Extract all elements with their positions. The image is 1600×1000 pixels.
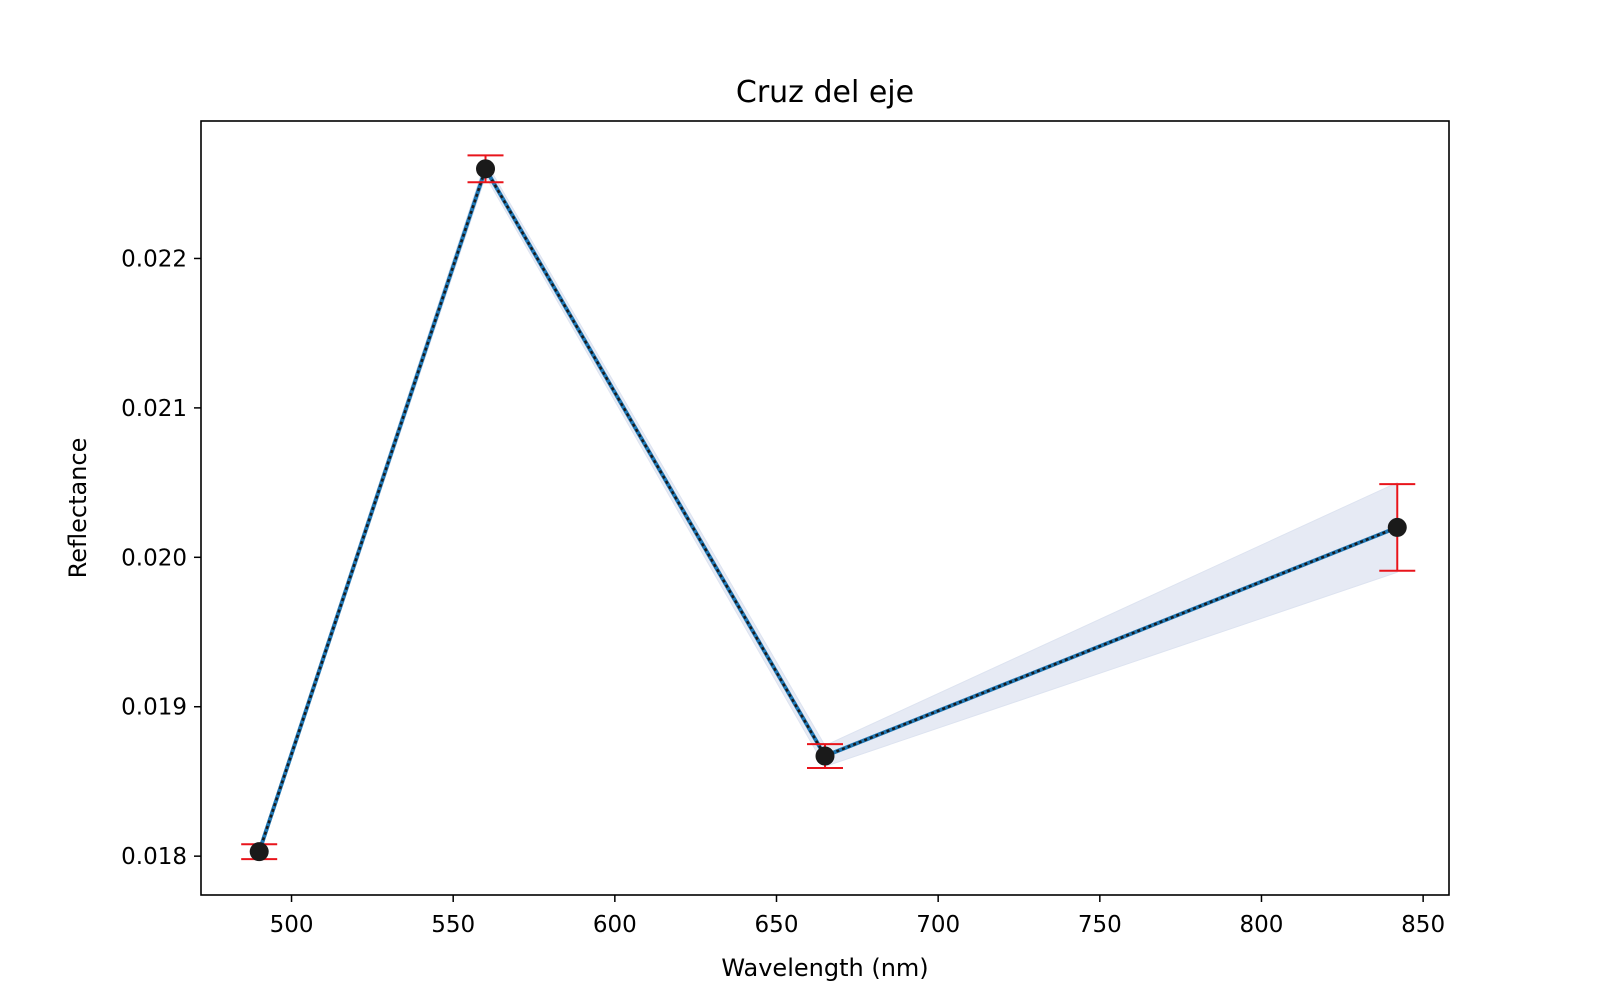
x-tick-label: 700 xyxy=(916,912,960,938)
y-tick-label: 0.019 xyxy=(121,695,187,721)
x-tick-label: 850 xyxy=(1401,912,1445,938)
series-line-dotted xyxy=(258,165,1398,853)
data-point xyxy=(476,159,496,179)
data-point xyxy=(1387,517,1407,537)
plot-area xyxy=(241,154,1416,862)
y-tick-label: 0.022 xyxy=(121,246,187,272)
y-tick-label: 0.021 xyxy=(121,396,187,422)
y-axis: 0.018 0.019 0.020 0.021 0.022 xyxy=(121,246,201,870)
x-tick-label: 800 xyxy=(1240,912,1284,938)
x-tick-label: 550 xyxy=(431,912,475,938)
plot-frame xyxy=(200,120,1450,896)
chart-title: Cruz del eje xyxy=(736,75,914,110)
x-tick-label: 600 xyxy=(593,912,637,938)
x-tick-label: 650 xyxy=(755,912,799,938)
y-axis-label: Reflectance xyxy=(64,438,92,579)
data-point xyxy=(815,746,835,766)
x-tick-label: 500 xyxy=(270,912,314,938)
data-point xyxy=(249,842,269,862)
x-tick-label: 750 xyxy=(1078,912,1122,938)
x-axis-label: Wavelength (nm) xyxy=(721,954,928,982)
y-tick-label: 0.020 xyxy=(121,545,187,571)
x-axis: 500 550 600 650 700 750 800 850 xyxy=(270,895,1445,938)
y-tick-label: 0.018 xyxy=(121,844,187,870)
